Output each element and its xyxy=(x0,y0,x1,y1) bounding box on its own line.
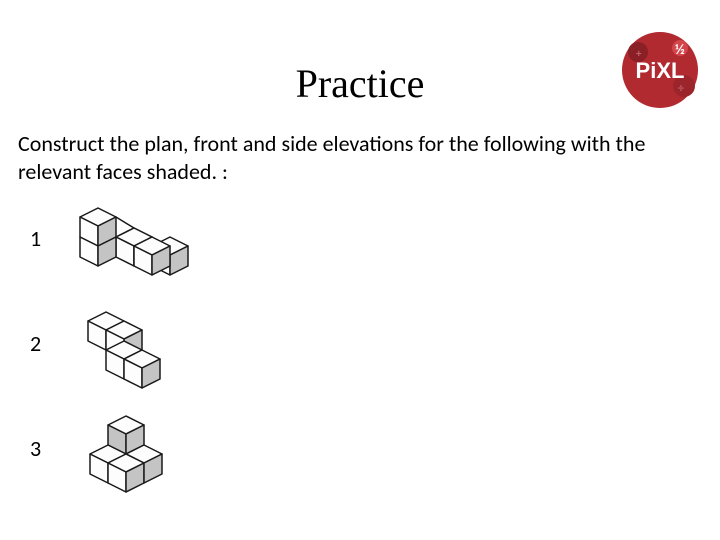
row-label-2: 2 xyxy=(30,330,41,357)
shapes-all xyxy=(60,200,235,520)
row-label-3: 3 xyxy=(30,435,41,462)
svg-text:½: ½ xyxy=(675,41,685,58)
page-title: Practice xyxy=(0,60,720,107)
row-label-1: 1 xyxy=(30,225,41,252)
instruction-text: Construct the plan, front and side eleva… xyxy=(18,130,702,185)
